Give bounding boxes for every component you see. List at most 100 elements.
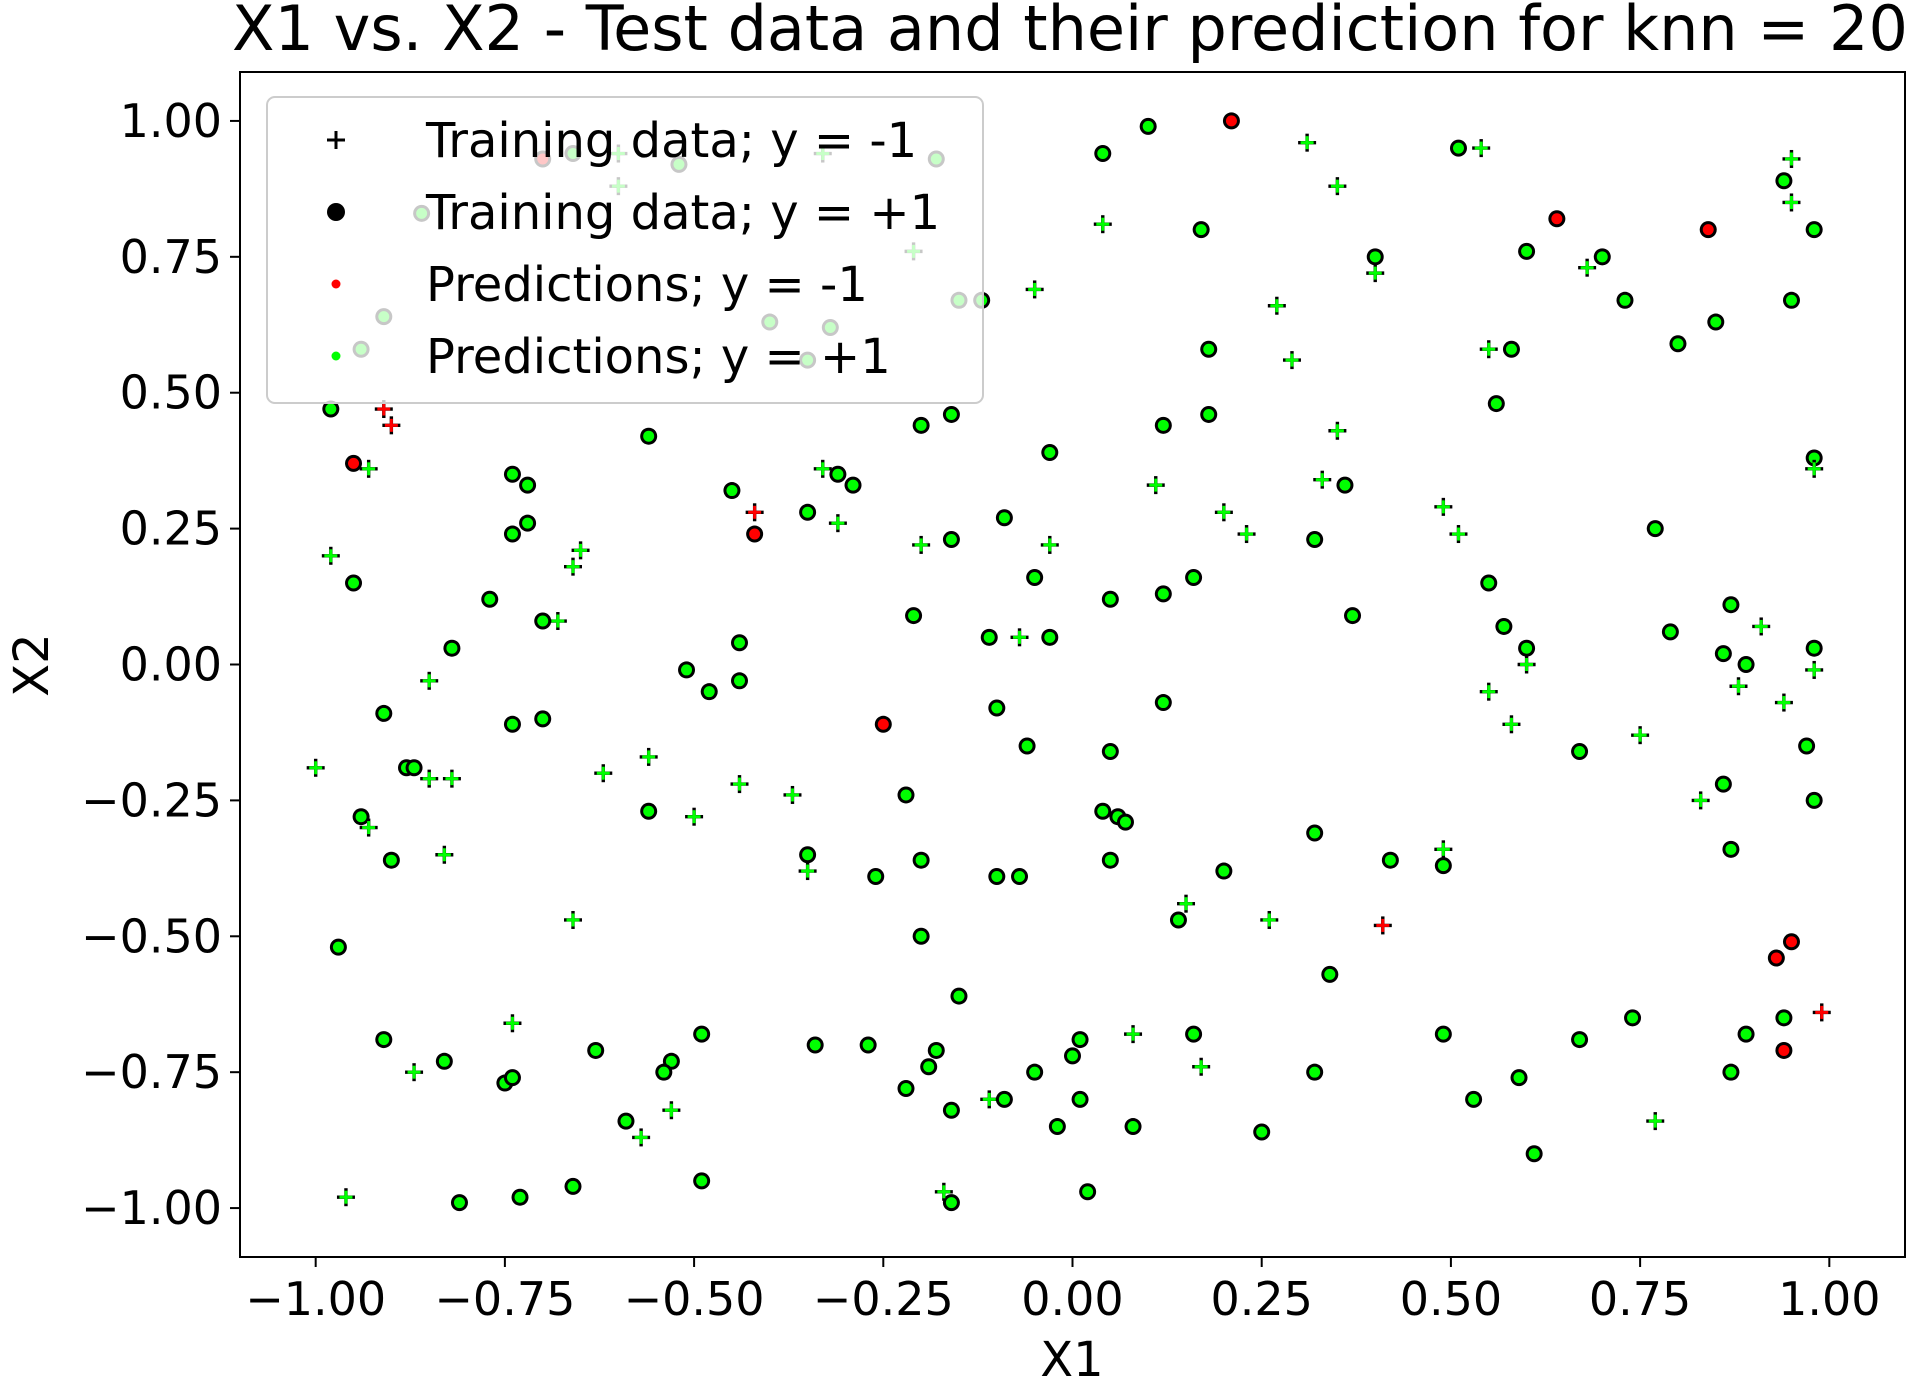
train-point-positive xyxy=(345,574,363,592)
train-point-positive xyxy=(723,482,741,500)
train-point-positive xyxy=(1722,1063,1740,1081)
train-point-negative xyxy=(783,785,802,804)
train-point-positive xyxy=(927,1041,945,1059)
train-point-negative xyxy=(1434,840,1453,859)
train-point-negative xyxy=(1146,476,1165,495)
train-point-positive xyxy=(1449,139,1467,157)
train-point-positive xyxy=(1071,1031,1089,1049)
x-tick-label: 1.00 xyxy=(1778,1272,1880,1326)
train-point-positive xyxy=(1722,840,1740,858)
train-point-positive xyxy=(950,987,968,1005)
train-point-positive xyxy=(564,1177,582,1195)
train-point-positive xyxy=(1124,1118,1142,1136)
train-point-negative xyxy=(1805,660,1824,679)
train-point-positive xyxy=(481,590,499,608)
train-point-positive xyxy=(995,1090,1013,1108)
train-point-negative xyxy=(564,910,582,929)
x-tick-label: −1.00 xyxy=(245,1272,386,1326)
train-point-positive xyxy=(1185,1025,1203,1043)
train-point-positive xyxy=(382,851,400,869)
train-point-negative xyxy=(435,845,454,864)
train-point-negative xyxy=(1479,340,1498,359)
train-point-positive xyxy=(1495,617,1513,635)
train-point-positive xyxy=(345,454,363,472)
y-tick-label: −1.00 xyxy=(81,1181,222,1235)
x-tick-label: −0.75 xyxy=(434,1272,575,1326)
train-point-negative xyxy=(1782,149,1801,168)
train-point-positive xyxy=(700,683,718,701)
train-point-positive xyxy=(1805,449,1823,467)
legend-item: Training data; y = -1 xyxy=(327,113,917,169)
train-point-negative xyxy=(442,769,461,788)
x-axis-label: X1 xyxy=(1040,1332,1103,1388)
train-point-positive xyxy=(1041,628,1059,646)
train-point-positive xyxy=(1465,1090,1483,1108)
y-tick-label: −0.75 xyxy=(81,1045,222,1099)
train-point-positive xyxy=(942,530,960,548)
train-point-negative xyxy=(1752,617,1771,636)
train-point-negative xyxy=(980,1090,999,1109)
train-point-positive xyxy=(503,525,521,543)
train-point-negative xyxy=(1646,1112,1665,1131)
train-point-negative xyxy=(730,775,749,794)
train-point-positive xyxy=(1707,313,1725,331)
train-point-positive xyxy=(678,661,696,679)
train-point-negative xyxy=(1449,525,1468,544)
train-point-positive xyxy=(519,476,537,494)
train-point-positive xyxy=(1714,775,1732,793)
x-tick-label: 0.75 xyxy=(1589,1272,1691,1326)
train-point-positive xyxy=(655,1063,673,1081)
train-point-negative xyxy=(548,612,567,631)
train-point-positive xyxy=(1571,742,1589,760)
train-point-negative xyxy=(1267,296,1286,315)
train-point-positive xyxy=(1624,1009,1642,1027)
train-point-positive xyxy=(503,465,521,483)
train-point-negative xyxy=(828,514,847,533)
train-point-positive xyxy=(587,1041,605,1059)
train-point-positive xyxy=(443,639,461,657)
train-point-positive xyxy=(450,1194,468,1212)
train-point-positive xyxy=(1782,933,1800,951)
train-point-positive xyxy=(1571,1031,1589,1049)
train-point-positive xyxy=(511,1188,529,1206)
train-point-negative xyxy=(1517,655,1536,674)
train-point-negative xyxy=(1260,910,1279,929)
train-point-negative xyxy=(359,459,378,478)
train-point-positive xyxy=(1775,1041,1793,1059)
train-point-positive xyxy=(534,612,552,630)
train-point-positive xyxy=(1011,867,1029,885)
train-point-positive xyxy=(1805,791,1823,809)
train-point-negative xyxy=(912,535,931,554)
train-point-positive xyxy=(617,1112,635,1130)
train-point-positive xyxy=(988,699,1006,717)
x-tick-label: 0.00 xyxy=(1021,1272,1123,1326)
train-point-positive xyxy=(1185,569,1203,587)
train-point-positive xyxy=(1321,965,1339,983)
train-point-negative xyxy=(359,818,378,837)
train-point-positive xyxy=(329,938,347,956)
y-tick-label: 1.00 xyxy=(120,94,222,148)
train-point-positive xyxy=(693,1025,711,1043)
train-point-positive xyxy=(1805,221,1823,239)
train-point-positive xyxy=(1101,851,1119,869)
train-point-positive xyxy=(1661,623,1679,641)
train-point-negative xyxy=(1328,177,1347,196)
legend-label: Training data; y = -1 xyxy=(425,113,917,169)
train-point-negative xyxy=(1472,139,1491,158)
train-point-positive xyxy=(799,503,817,521)
chart-title: X1 vs. X2 - Test data and their predicti… xyxy=(232,0,1908,65)
train-point-positive xyxy=(1026,569,1044,587)
train-point-positive xyxy=(375,1031,393,1049)
train-point-positive xyxy=(1154,694,1172,712)
y-tick-label: 0.50 xyxy=(120,366,222,420)
x-tick-label: −0.25 xyxy=(813,1272,954,1326)
train-point-positive xyxy=(1094,145,1112,163)
train-point-positive xyxy=(640,802,658,820)
train-point-positive xyxy=(1018,737,1036,755)
legend-label: Predictions; y = +1 xyxy=(426,329,891,385)
train-point-negative xyxy=(1328,421,1347,440)
train-point-positive xyxy=(995,509,1013,527)
train-point-negative xyxy=(1578,258,1597,277)
legend: Training data; y = -1 Training data; y = … xyxy=(266,96,984,404)
train-point-negative xyxy=(321,546,340,565)
